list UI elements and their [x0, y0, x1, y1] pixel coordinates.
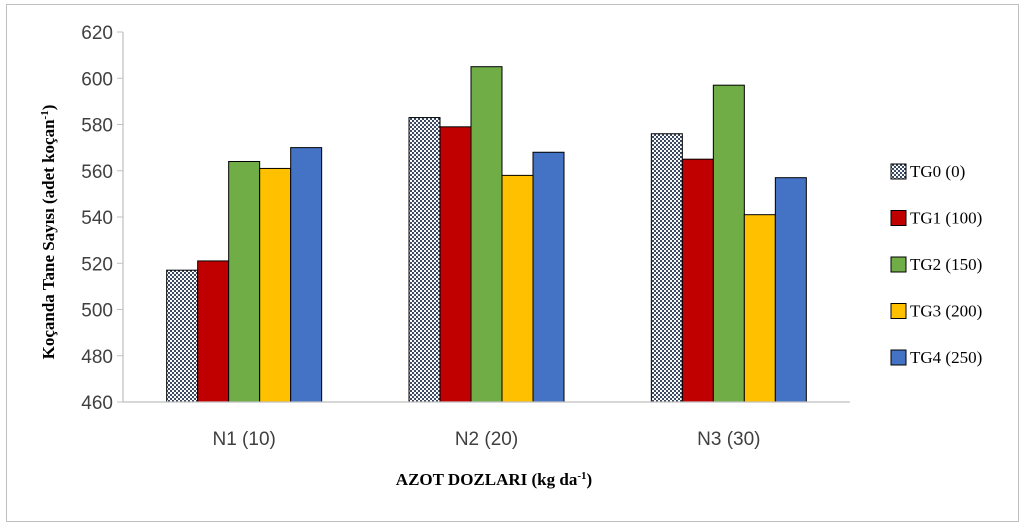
x-tick-label: N3 (30) — [697, 429, 760, 450]
x-tick-label: N1 (10) — [212, 429, 275, 450]
y-tick-label: 460 — [81, 393, 113, 414]
legend-label: TG3 (200) — [910, 302, 982, 321]
x-axis-ticks: N1 (10) N2 (20) N3 (30) — [212, 429, 760, 450]
y-tick-label: 560 — [81, 162, 113, 183]
y-axis-title-end: ) — [39, 105, 58, 111]
bar-tg1-2 — [439, 126, 472, 403]
y-tick-label: 600 — [81, 69, 113, 90]
legend-swatch — [890, 303, 907, 319]
y-axis-title-main: Koçanda Tane Sayısı (adet koçan — [39, 119, 58, 359]
legend-label: TG1 (100) — [910, 209, 982, 228]
bar-tg3-1 — [259, 167, 292, 403]
y-tick-label: 540 — [81, 208, 113, 229]
bar-tg0-2 — [408, 117, 441, 403]
legend-label: TG0 (0) — [910, 162, 965, 181]
bar-tg0-3 — [650, 133, 683, 403]
legend-swatch — [890, 349, 907, 366]
x-tick-label: N2 (20) — [455, 429, 518, 450]
legend-label: TG2 (150) — [910, 255, 982, 274]
bar-tg4-1 — [290, 147, 323, 403]
legend-swatch — [890, 256, 907, 273]
x-axis-title: AZOT DOZLARI (kg da-1) — [396, 470, 592, 489]
bar-tg4-3 — [774, 177, 807, 403]
y-tick-label: 620 — [81, 23, 113, 44]
y-tick-label: 520 — [81, 254, 113, 275]
bar-tg1-3 — [681, 158, 714, 403]
y-tick-label: 480 — [81, 347, 113, 368]
bar-tg1-1 — [197, 260, 230, 403]
bar-tg2-3 — [712, 84, 745, 403]
y-tick-label: 580 — [81, 116, 113, 137]
legend-label: TG4 (250) — [910, 348, 982, 367]
y-axis-title-sup: -1 — [39, 110, 51, 119]
bar-tg4-2 — [532, 151, 565, 403]
legend-swatch — [890, 210, 907, 226]
bar-tg2-2 — [470, 66, 503, 403]
x-axis-title-sup: -1 — [577, 470, 586, 482]
y-axis-title: Koçanda Tane Sayısı (adet koçan-1) — [39, 105, 58, 360]
y-tick-label: 500 — [81, 301, 113, 322]
y-axis-ticks: 460 480 500 520 540 560 580 600 620 — [81, 23, 123, 414]
bar-tg3-3 — [743, 214, 776, 403]
legend: TG0 (0) TG1 (100) TG2 (150) TG3 (200) TG4 (2… — [890, 162, 982, 367]
bar-tg3-2 — [501, 174, 534, 403]
x-axis-title-end: ) — [587, 470, 593, 489]
x-axis-title-main: AZOT DOZLARI (kg da — [396, 470, 578, 489]
bar-tg0-1 — [166, 269, 199, 403]
bar-tg2-1 — [228, 161, 261, 403]
bars — [166, 66, 807, 403]
legend-swatch — [890, 163, 907, 180]
